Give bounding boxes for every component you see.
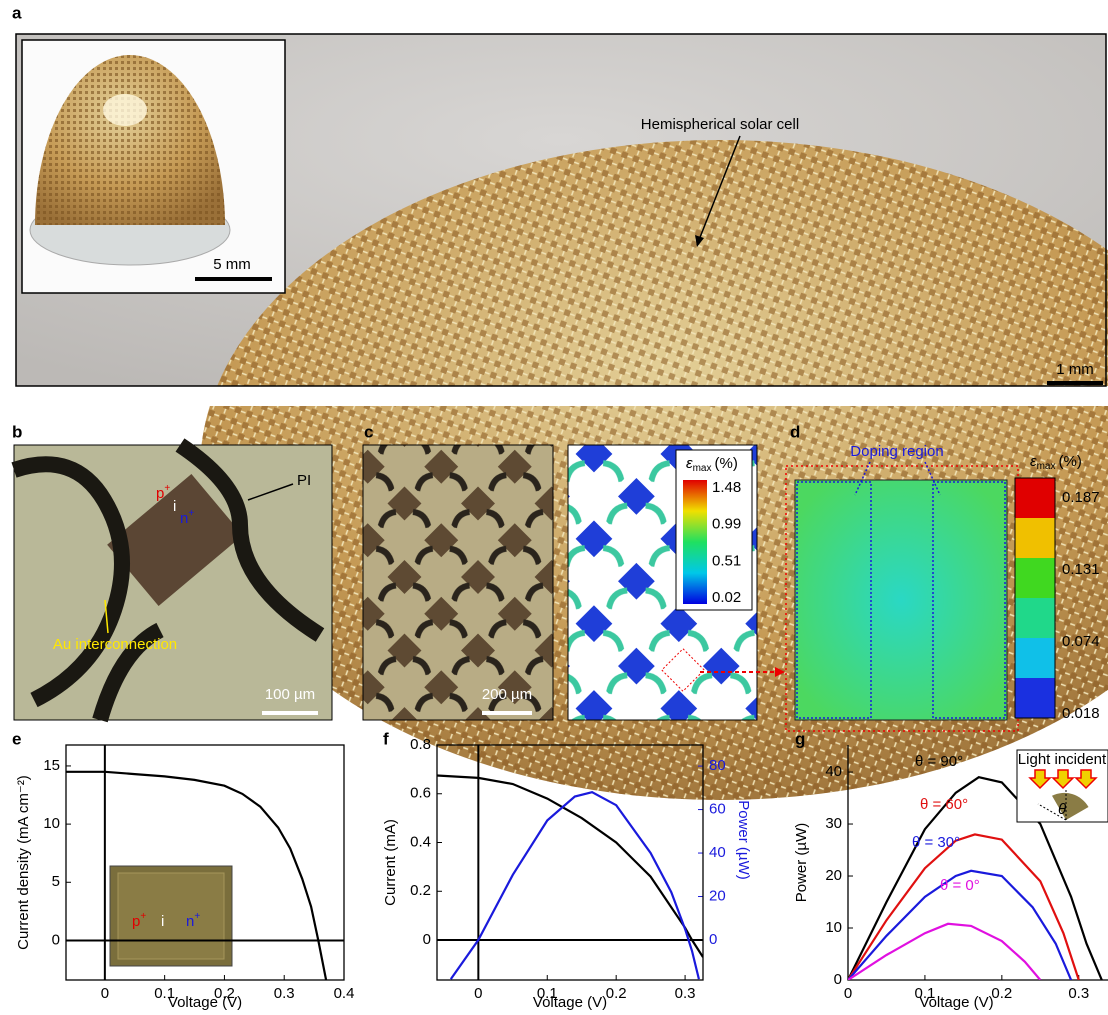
- scale-label: 5 mm: [213, 256, 251, 273]
- series-label: θ = 60°: [920, 796, 968, 813]
- y-tick-label: 0: [834, 971, 842, 988]
- y-tick-label: 0.8: [410, 736, 431, 753]
- panel-label: c: [364, 422, 373, 441]
- y-tick-label: 0: [52, 931, 60, 948]
- x-tick-label: 0.3: [274, 985, 295, 1002]
- series-label: θ = 30°: [912, 834, 960, 851]
- figure: a Hemispherical solar cell 1 mm 5 mm b p…: [0, 0, 1108, 1015]
- annotation: Hemispherical solar cell: [641, 116, 799, 133]
- x-tick-label: 0.2: [991, 985, 1012, 1002]
- colorbar-tick-label: 0.074: [1062, 633, 1100, 650]
- scale-label: 200 µm: [482, 686, 532, 703]
- y-tick-label: 15: [43, 757, 60, 774]
- scale-label: 100 µm: [265, 686, 315, 703]
- x-tick-label: 0: [474, 985, 482, 1002]
- y-axis-label: Power (µW): [793, 823, 810, 902]
- colorbar: [1015, 478, 1055, 718]
- colorbar-tick-label: 0.02: [712, 589, 741, 606]
- colorbar-tick-label: 1.48: [712, 479, 741, 496]
- x-axis-label: Voltage (V): [168, 994, 242, 1011]
- y2-axis-label: Power (µW): [735, 800, 752, 879]
- x-tick-label: 0.3: [1068, 985, 1089, 1002]
- y-axis-label: Current (mA): [382, 819, 399, 906]
- x-tick-label: 0.3: [675, 985, 696, 1002]
- y-tick-label: 0.6: [410, 785, 431, 802]
- x-tick-label: 0.4: [334, 985, 355, 1002]
- colorbar-tick-label: 0.018: [1062, 705, 1100, 722]
- y-tick-label: 0: [423, 931, 431, 948]
- inset-label: Light incident: [1018, 751, 1107, 768]
- x-axis-label: Voltage (V): [533, 994, 607, 1011]
- scale-label: 1 mm: [1056, 361, 1094, 378]
- y-axis-label: Current density (mA cm⁻²): [15, 775, 32, 950]
- angle-label: θ: [1058, 801, 1066, 818]
- pi-label: PI: [297, 472, 311, 489]
- colorbar-tick-label: 0.131: [1062, 561, 1100, 578]
- x-tick-label: 0: [101, 985, 109, 1002]
- y2-tick-label: 80: [709, 757, 726, 774]
- panel-label: d: [790, 422, 800, 441]
- y-tick-label: 40: [825, 763, 842, 780]
- x-tick-label: 0: [844, 985, 852, 1002]
- line: [437, 776, 703, 958]
- panel-label: g: [795, 729, 805, 748]
- colorbar: [683, 480, 707, 604]
- y-tick-label: 0.4: [410, 833, 431, 850]
- line: [451, 792, 699, 979]
- i-label: i: [161, 913, 164, 930]
- x-tick-label: 0.2: [606, 985, 627, 1002]
- colorbar-tick-label: 0.99: [712, 516, 741, 533]
- panel-label: b: [12, 422, 22, 441]
- y-tick-label: 30: [825, 815, 842, 832]
- y-tick-label: 20: [825, 867, 842, 884]
- strain-map: [795, 480, 1007, 720]
- line: [848, 924, 1040, 980]
- i-label: i: [173, 498, 176, 515]
- y2-tick-label: 0: [709, 931, 717, 948]
- y2-tick-label: 40: [709, 844, 726, 861]
- series-label: θ = 0°: [940, 877, 980, 894]
- panel-label: a: [12, 3, 22, 22]
- y2-tick-label: 60: [709, 801, 726, 818]
- y-tick-label: 0.2: [410, 882, 431, 899]
- y-tick-label: 5: [52, 873, 60, 890]
- colorbar-tick-label: 0.187: [1062, 489, 1100, 506]
- y-tick-label: 10: [825, 919, 842, 936]
- x-axis-label: Voltage (V): [919, 994, 993, 1011]
- series-label: θ = 90°: [915, 753, 963, 770]
- panel-label: f: [383, 729, 389, 748]
- colorbar-tick-label: 0.51: [712, 552, 741, 569]
- y-tick-label: 10: [43, 815, 60, 832]
- annotation: Doping region: [850, 443, 943, 460]
- y2-tick-label: 20: [709, 887, 726, 904]
- panel-label: e: [12, 729, 21, 748]
- micrograph: [363, 445, 553, 720]
- interconnect-label: Au interconnection: [53, 636, 177, 653]
